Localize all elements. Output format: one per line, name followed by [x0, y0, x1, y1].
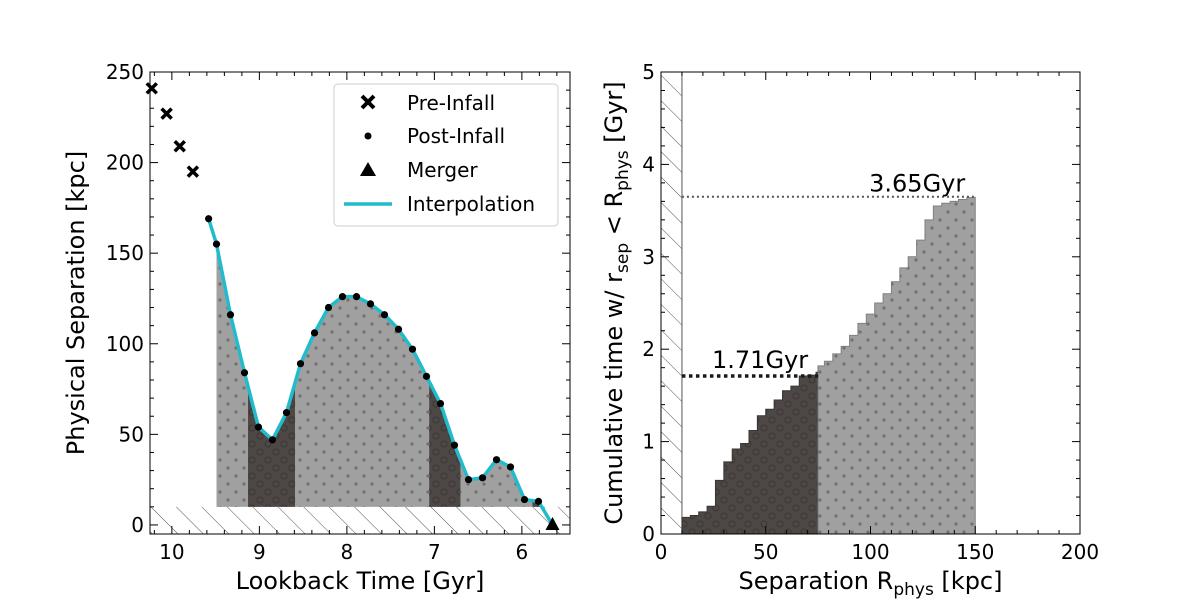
left-region-light-pattern — [216, 244, 248, 507]
merger-marker-icon — [360, 162, 376, 176]
right-y-axis-label: Cumulative time w/ rsep < Rphys [Gyr] — [600, 81, 633, 524]
post-infall-point — [338, 293, 347, 301]
right-y-tick-label: 5 — [642, 60, 655, 84]
post-infall-point — [366, 300, 375, 308]
post-infall-point — [282, 409, 291, 417]
post-infall-point — [205, 215, 213, 223]
post-infall-point — [226, 311, 235, 319]
post-infall-point — [478, 474, 487, 482]
left-region-light-pattern — [460, 459, 533, 507]
annotation-label-3-65: 3.65Gyr — [869, 170, 965, 198]
right-x-label-main: Separation R — [739, 567, 894, 595]
left-y-axis-label: Physical Separation [kpc] — [62, 151, 90, 455]
left-y-tick-label: 100 — [106, 332, 144, 356]
right-hatched-band — [661, 72, 682, 534]
post-infall-point — [254, 423, 263, 431]
merger-point — [545, 516, 560, 530]
right-x-label-sub: phys — [893, 580, 934, 600]
left-region-light-pattern — [295, 296, 430, 507]
annotation-label-1-71: 1.71Gyr — [712, 346, 808, 374]
pre-infall-point — [145, 82, 158, 95]
legend-item-interpolation: Interpolation — [344, 192, 535, 216]
right-x-tick-label: 0 — [655, 540, 668, 564]
right-y-label-sub: sep — [613, 243, 633, 273]
left-hatched-band-pattern — [150, 506, 570, 534]
pre-infall-point — [186, 165, 200, 178]
post-infall-point — [240, 369, 249, 377]
post-infall-point — [506, 463, 515, 471]
right-x-tick-label: 50 — [753, 540, 778, 564]
post-infall-point — [310, 329, 319, 337]
post-infall-marker-icon — [364, 132, 372, 140]
left-region-dark-pattern — [429, 381, 461, 507]
right-y-tick-label: 3 — [642, 245, 655, 269]
pre-infall-marker-icon — [360, 94, 376, 110]
right-y-tick-label: 1 — [642, 430, 655, 454]
left-region-dark-pattern — [532, 500, 545, 512]
post-infall-point — [450, 441, 459, 449]
right-chart: 1.71Gyr 3.65Gyr 0 50 100 150 200 0 1 2 3 4 5 Separa… — [600, 60, 1099, 600]
left-x-tick-label: 8 — [341, 540, 354, 564]
left-y-tick-label: 50 — [119, 422, 144, 446]
right-y-tick-label: 4 — [642, 152, 655, 176]
post-infall-point — [422, 372, 431, 380]
left-x-axis-label: Lookback Time [Gyr] — [236, 567, 485, 595]
post-infall-point — [212, 240, 221, 248]
right-x-label-tail: [kpc] — [934, 567, 1003, 595]
post-infall-point — [380, 311, 389, 319]
right-y-label-part: Cumulative time w/ r — [600, 273, 628, 525]
right-y-label-sub: phys — [613, 150, 633, 191]
left-x-tick-label: 10 — [159, 540, 184, 564]
post-infall-point — [534, 497, 543, 505]
left-region-dark-pattern — [248, 382, 296, 507]
left-y-tick-label: 150 — [106, 241, 144, 265]
right-y-tick-label: 2 — [642, 337, 655, 361]
pre-infall-point — [173, 140, 186, 153]
right-y-tick-label: 0 — [642, 522, 655, 546]
legend-label: Merger — [407, 158, 478, 182]
right-x-axis-label: Separation Rphys [kpc] — [739, 567, 1003, 600]
left-y-tick-label: 250 — [106, 60, 144, 84]
legend-label: Post-Infall — [407, 124, 505, 148]
post-infall-point — [324, 303, 333, 312]
right-x-tick-label: 200 — [1061, 540, 1099, 564]
legend: Pre-Infall Post-Infall Merger Interpolat… — [333, 83, 559, 227]
legend-item-pre-infall: Pre-Infall — [360, 91, 495, 115]
post-infall-point — [296, 360, 305, 368]
post-infall-point — [268, 436, 277, 444]
legend-item-merger: Merger — [360, 158, 478, 182]
right-step-area-dark-pattern — [681, 365, 819, 534]
left-y-tick-label: 0 — [131, 513, 144, 537]
post-infall-point — [408, 345, 417, 353]
right-step-area-light-pattern — [818, 196, 976, 535]
pre-infall-point — [160, 107, 173, 120]
left-chart: 10 9 8 7 6 0 50 100 150 200 250 Lookback Time [Gyr… — [62, 60, 571, 595]
right-x-tick-label: 150 — [956, 540, 994, 564]
left-axes-frame — [149, 71, 571, 535]
legend-label: Interpolation — [407, 192, 535, 216]
post-infall-point — [394, 325, 403, 333]
post-infall-point — [436, 399, 445, 408]
left-y-tick-label: 200 — [106, 151, 144, 175]
post-infall-point — [520, 495, 529, 504]
right-y-label-part: < R — [600, 191, 628, 243]
post-infall-point — [464, 476, 473, 484]
left-x-tick-label: 6 — [516, 540, 529, 564]
legend-item-post-infall: Post-Infall — [364, 124, 505, 148]
post-infall-point — [492, 456, 501, 464]
right-y-label-part: [Gyr] — [600, 81, 628, 150]
right-x-tick-label: 100 — [851, 540, 889, 564]
legend-label: Pre-Infall — [407, 91, 495, 115]
left-x-tick-label: 9 — [253, 540, 266, 564]
post-infall-point — [352, 293, 361, 301]
left-x-tick-label: 7 — [428, 540, 441, 564]
